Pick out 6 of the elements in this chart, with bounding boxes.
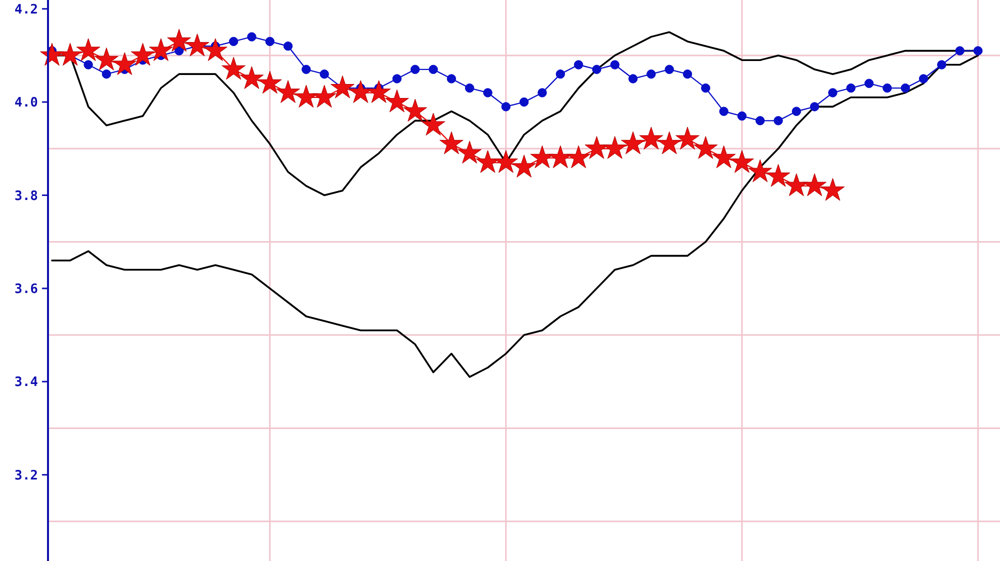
y-tick-label: 4.2 [14,2,38,18]
y-tick-label: 3.8 [14,188,38,204]
y-tick-label: 4.0 [14,96,38,111]
y-tick-label: 3.6 [14,282,38,297]
y-tick-label: 3.4 [14,375,38,390]
y-tick-label: 3.2 [14,468,38,484]
